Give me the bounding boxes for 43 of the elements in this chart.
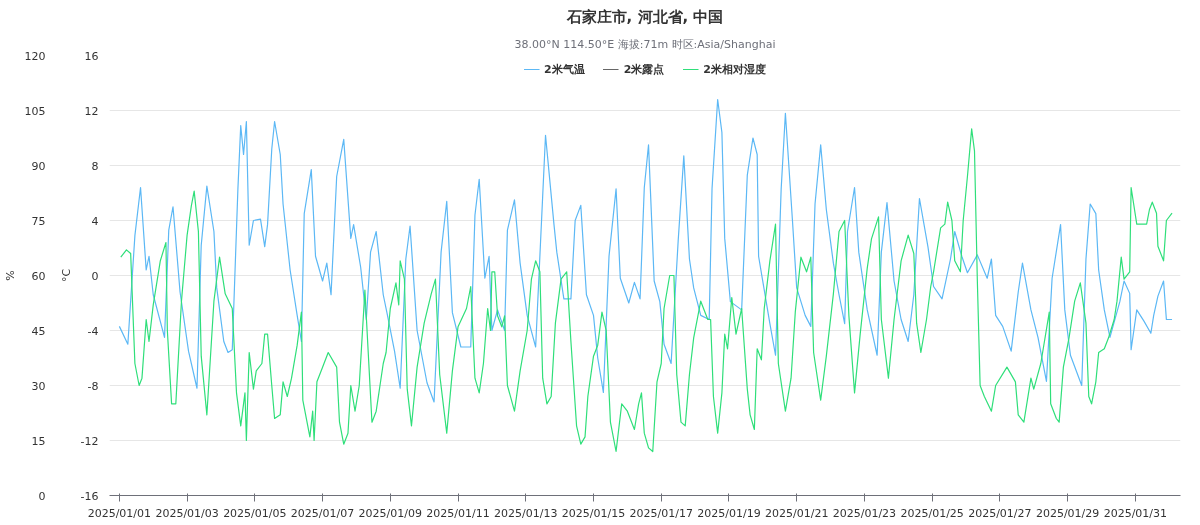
x-tick-label: 2025/01/27	[968, 506, 1032, 520]
y-tick-label: 4	[91, 214, 99, 228]
x-tick-label: 2025/01/29	[1035, 506, 1100, 520]
x-tick-label: 2025/01/25	[900, 506, 964, 520]
y2-tick-label: 120	[24, 49, 46, 63]
y-tick-label: 0	[91, 269, 99, 283]
y-tick-label: -4	[87, 324, 99, 338]
x-tick-label: 2025/01/21	[764, 506, 829, 520]
y2-tick-label: 75	[31, 214, 46, 228]
legend-label: 2米相对湿度	[703, 61, 766, 77]
y-tick-label: -8	[87, 379, 99, 393]
x-tick-label: 2025/01/03	[155, 506, 219, 520]
y2-tick-label: 30	[31, 379, 46, 393]
y2-tick-label: 15	[31, 434, 46, 448]
legend-label: 2米露点	[623, 61, 665, 77]
y2-tick-label: 45	[31, 324, 46, 338]
y-tick-label: -12	[80, 434, 99, 448]
y2-tick-label: 90	[31, 159, 46, 173]
x-tick-label: 2025/01/09	[358, 506, 423, 520]
y2-axis-title: %	[3, 270, 17, 281]
x-tick-label: 2025/01/15	[561, 506, 626, 520]
x-tick-label: 2025/01/17	[629, 506, 693, 520]
x-tick-label: 2025/01/11	[426, 506, 490, 520]
y2-tick-label: 60	[31, 269, 46, 283]
line-series	[120, 128, 1173, 453]
y2-tick-label: 105	[24, 104, 46, 118]
x-tick-label: 2025/01/07	[290, 506, 355, 520]
y-tick-label: 12	[84, 104, 99, 118]
chart-title: 石家庄市, 河北省, 中国	[565, 7, 724, 26]
y-tick-label: -16	[80, 489, 99, 503]
y-axis-title: °C	[59, 268, 73, 283]
x-tick-label: 2025/01/05	[223, 506, 287, 520]
y-tick-label: 16	[84, 49, 99, 63]
x-tick-label: 2025/01/19	[697, 506, 761, 520]
y-tick-label: 8	[91, 159, 99, 173]
x-tick-label: 2025/01/31	[1103, 506, 1168, 520]
chart-subtitle: 38.00°N 114.50°E 海拔:71m 时区:Asia/Shanghai	[514, 37, 776, 51]
y2-tick-label: 0	[38, 489, 46, 503]
x-tick-label: 2025/01/13	[494, 506, 558, 520]
legend-label: 2米气温	[544, 61, 585, 77]
x-tick-label: 2025/01/23	[832, 506, 897, 520]
x-tick-label: 2025/01/01	[87, 506, 152, 520]
line-series	[118, 98, 1173, 403]
